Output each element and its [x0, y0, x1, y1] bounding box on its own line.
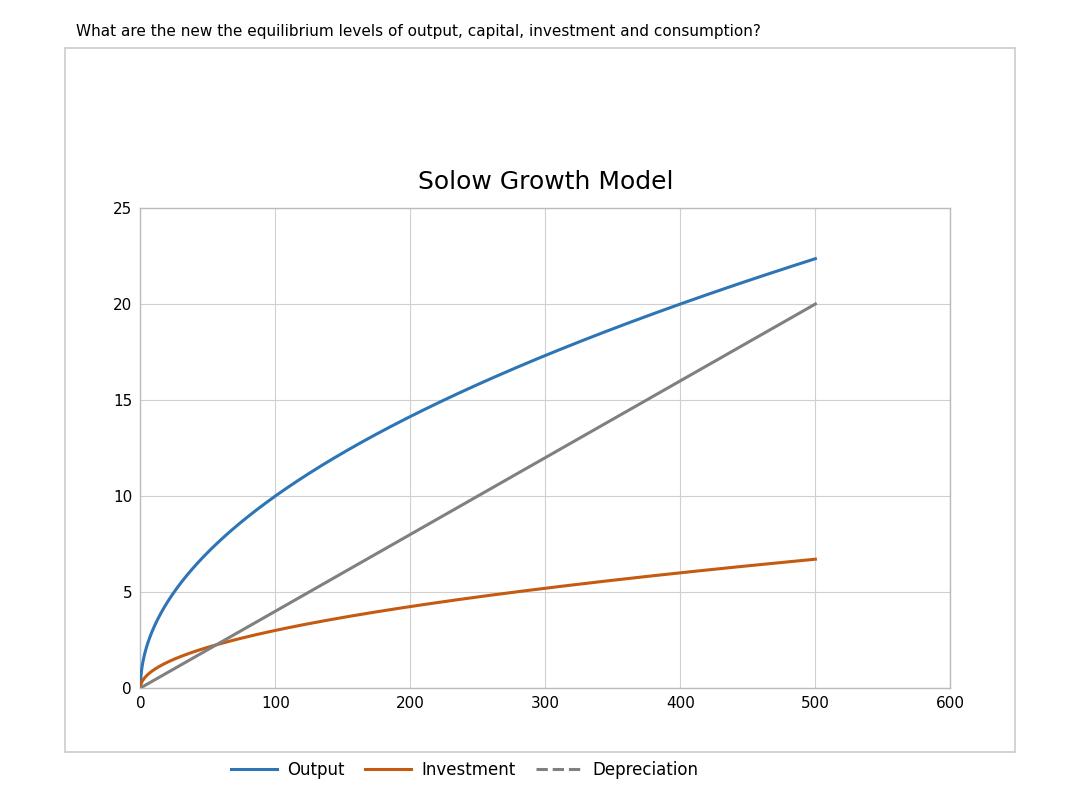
Title: Solow Growth Model: Solow Growth Model [418, 170, 673, 194]
Legend: Output, Investment, Depreciation: Output, Investment, Depreciation [224, 754, 705, 786]
Text: What are the new the equilibrium levels of output, capital, investment and consu: What are the new the equilibrium levels … [76, 24, 760, 39]
